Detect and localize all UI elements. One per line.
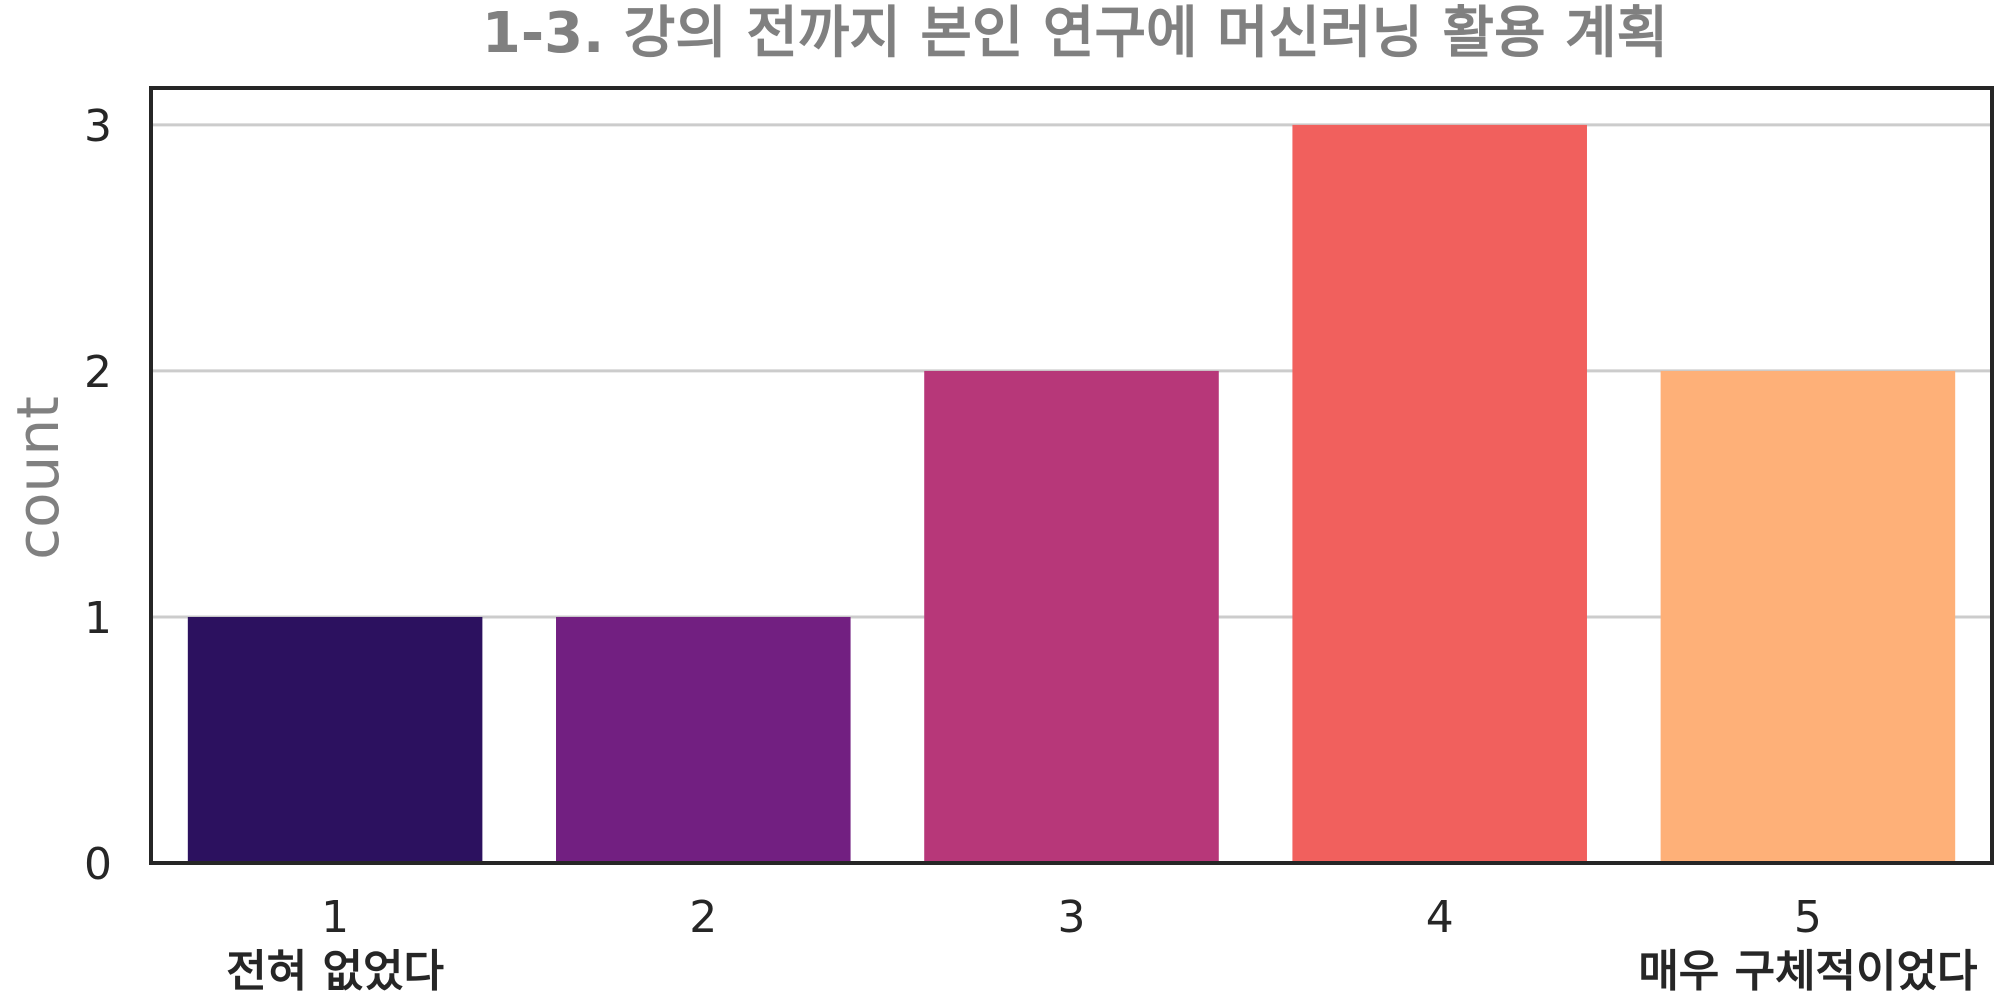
x-tick-label: 3 bbox=[1058, 892, 1086, 943]
bars bbox=[187, 124, 1956, 863]
x-tick-label: 1 bbox=[321, 892, 349, 943]
bar bbox=[1292, 124, 1587, 863]
y-ticks: 0 1 2 3 bbox=[84, 101, 112, 890]
bar bbox=[924, 370, 1219, 863]
bar bbox=[556, 616, 851, 863]
x-tick-sublabel: 매우 구체적이었다 bbox=[1638, 946, 1977, 997]
plot-frame bbox=[149, 86, 1994, 865]
y-tick-label: 3 bbox=[84, 101, 112, 152]
x-tick-label: 4 bbox=[1426, 892, 1454, 943]
y-axis-label: count bbox=[4, 396, 72, 560]
x-tick-sublabel: 전혀 없었다 bbox=[226, 946, 444, 997]
x-tick-label: 2 bbox=[689, 892, 717, 943]
bar bbox=[1660, 370, 1956, 863]
y-tick-label: 1 bbox=[84, 593, 112, 644]
y-tick-label: 2 bbox=[84, 347, 112, 398]
chart-title: 1-3. 강의 전까지 본인 연구에 머신러닝 활용 계획 bbox=[482, 1, 1668, 66]
y-tick-label: 0 bbox=[84, 839, 112, 890]
bar bbox=[187, 616, 483, 863]
x-ticks: 1전혀 없었다 2 3 4 5매우 구체적이었다 bbox=[226, 892, 1977, 997]
x-tick-label: 5 bbox=[1794, 892, 1822, 943]
